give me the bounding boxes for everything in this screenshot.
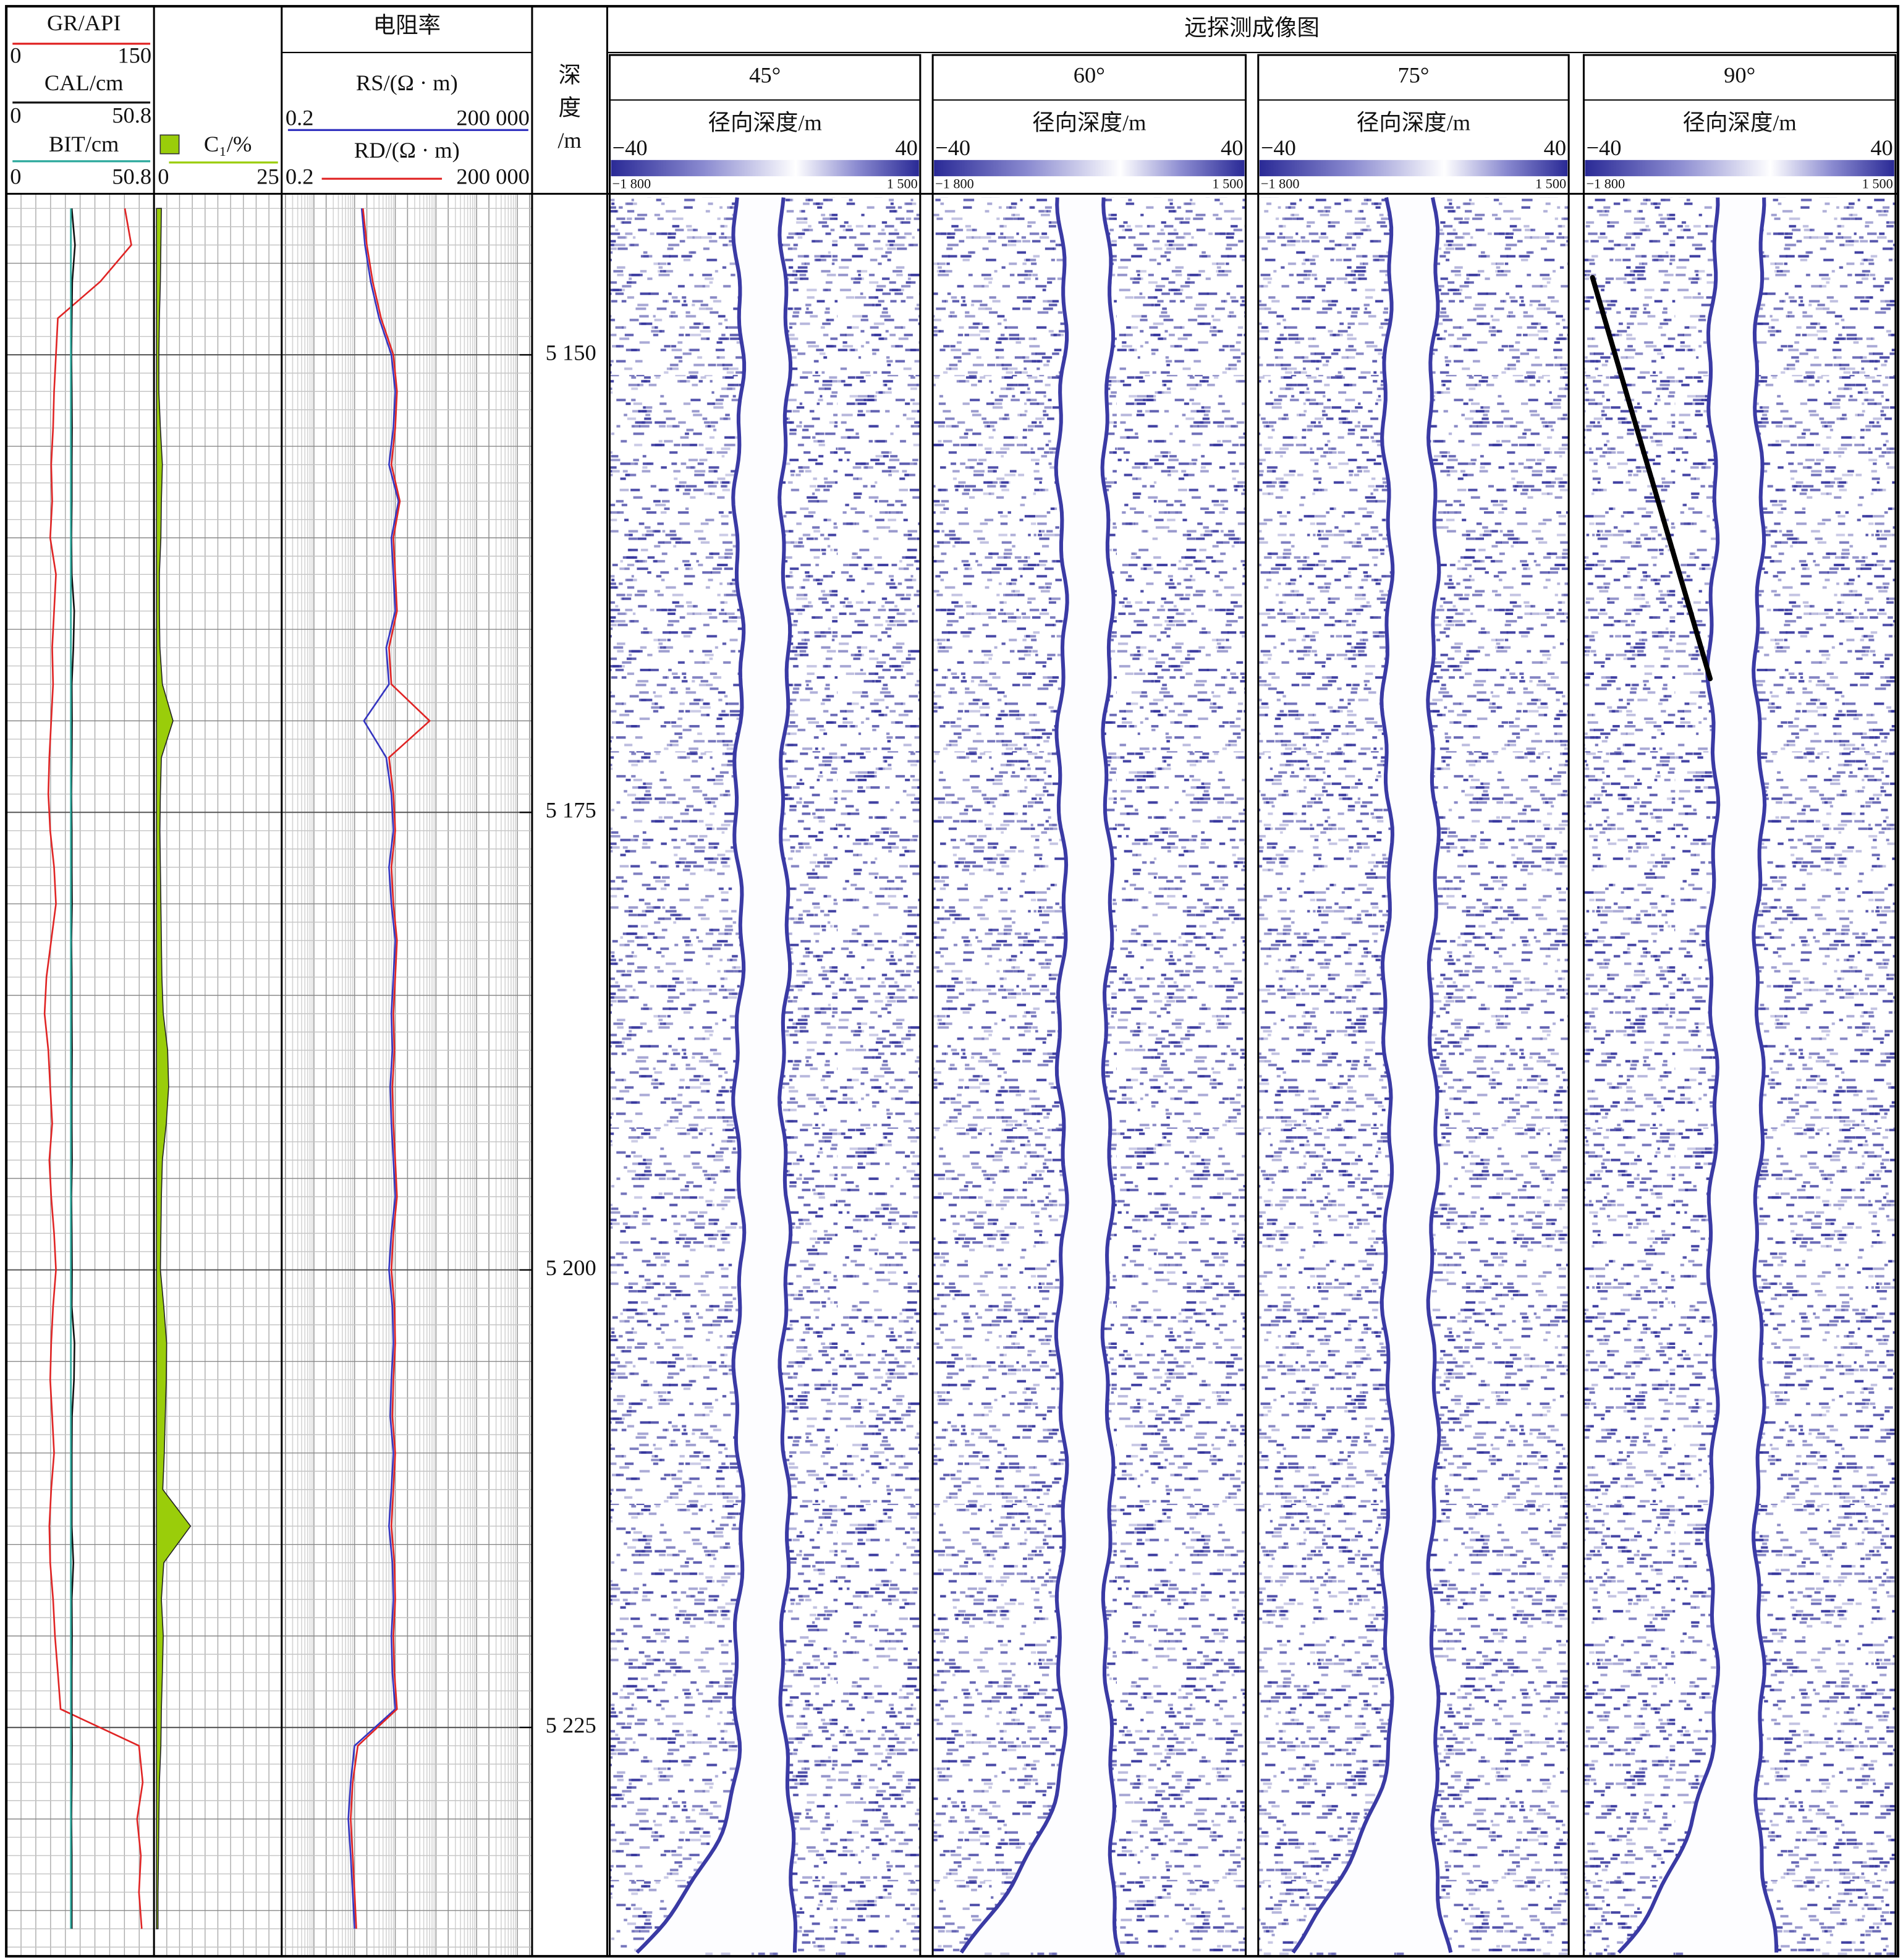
depth-label: /m	[557, 128, 581, 153]
panel-xtick-label: 40	[1870, 135, 1892, 160]
scale-tick-label: 50.8	[112, 164, 151, 189]
depth-tick-label: 5 225	[546, 1713, 596, 1737]
track-title: 电阻率	[373, 13, 441, 38]
panel-xtick-label: −40	[935, 135, 970, 160]
curve-name: C₁/%	[204, 132, 252, 156]
panel-angle: 45°	[749, 63, 781, 88]
imaging-title: 远探测成像图	[1184, 15, 1320, 40]
outer-border	[5, 5, 1899, 1958]
panel-angle: 60°	[1074, 63, 1105, 88]
scale-tick-label: 0	[10, 164, 21, 189]
panel-xlabel: 径向深度/m	[1357, 111, 1470, 135]
borehole-edge	[778, 197, 798, 1953]
colorbar-label: −1 800	[1261, 176, 1300, 191]
colorbar-label: −1 800	[1587, 176, 1625, 191]
panel-xtick-label: 40	[1221, 135, 1243, 160]
panel-xtick-label: −40	[1587, 135, 1622, 160]
panel-xlabel: 径向深度/m	[1032, 111, 1146, 135]
curve-name: CAL/cm	[45, 70, 124, 95]
borehole-band	[1618, 197, 1777, 1953]
borehole-band	[637, 197, 796, 1953]
panel-xtick-label: 40	[895, 135, 917, 160]
borehole-edge	[1752, 197, 1779, 1953]
curve-name: RS/(Ω · m)	[356, 70, 458, 95]
plot-layer: 5 150 5 175 5 200 5 225 深度/m GR/API 0 150 CAL/cm…	[5, 6, 1898, 1958]
panel-xtick-label: −40	[612, 135, 648, 160]
panel-xtick-label: 40	[1544, 135, 1566, 160]
log-curve	[347, 208, 400, 1929]
borehole-edge	[1291, 197, 1395, 1954]
colorbar	[1259, 159, 1568, 177]
scale-tick-label: 25	[256, 164, 279, 189]
curve-name: GR/API	[47, 11, 121, 35]
log-curve	[43, 208, 144, 1929]
depth-label: 度	[558, 95, 580, 120]
depth-tick-label: 5 200	[546, 1255, 596, 1280]
overlay	[5, 5, 1899, 1958]
scale-tick-label: 150	[117, 43, 151, 67]
log-curve	[70, 208, 76, 1929]
colorbar-label: 1 500	[1535, 176, 1566, 191]
legend-swatch	[159, 134, 180, 155]
colorbar-label: 1 500	[887, 176, 918, 191]
colorbar	[611, 159, 919, 177]
panel-xlabel: 径向深度/m	[708, 111, 822, 135]
borehole-edge	[1100, 197, 1121, 1953]
panel-angle: 90°	[1724, 63, 1755, 88]
scale-tick-label: 200 000	[456, 106, 529, 130]
scale-tick-label: 50.8	[112, 103, 151, 127]
depth-tick-label: 5 175	[546, 798, 596, 823]
scale-tick-label: 0	[10, 43, 21, 67]
panel-angle: 75°	[1397, 63, 1429, 88]
dip-line	[1590, 274, 1713, 682]
borehole-edge	[1426, 197, 1453, 1953]
curve-name: BIT/cm	[49, 132, 119, 156]
curve-fill	[156, 208, 192, 1930]
borehole-edge	[1617, 197, 1721, 1954]
colorbar	[934, 159, 1245, 177]
curve-name: RD/(Ω · m)	[354, 138, 460, 163]
borehole-band	[961, 197, 1119, 1953]
borehole-edge	[635, 197, 747, 1954]
scale-tick-label: 0.2	[286, 106, 314, 130]
colorbar-label: −1 800	[612, 176, 651, 191]
colorbar-label: −1 800	[935, 176, 974, 191]
borehole-band	[1293, 197, 1451, 1953]
depth-label: 深	[558, 63, 580, 88]
scale-tick-label: 0.2	[286, 164, 314, 189]
colorbar	[1585, 159, 1894, 177]
panel-xlabel: 径向深度/m	[1683, 111, 1797, 135]
colorbar-label: 1 500	[1862, 176, 1893, 191]
scale-tick-label: 0	[10, 103, 21, 127]
scale-tick-label: 200 000	[456, 164, 529, 189]
colorbar-label: 1 500	[1212, 176, 1243, 191]
log-curve	[350, 208, 431, 1929]
depth-tick-label: 5 150	[546, 340, 596, 365]
scale-tick-label: 0	[158, 164, 169, 189]
panel-xtick-label: −40	[1261, 135, 1296, 160]
borehole-edge	[959, 197, 1069, 1954]
